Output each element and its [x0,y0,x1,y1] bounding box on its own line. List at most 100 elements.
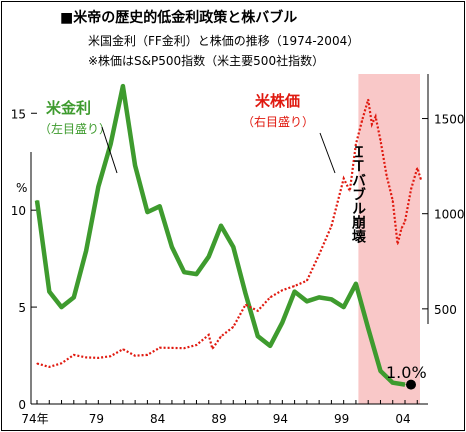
stock-point [60,362,63,364]
stock-point [208,334,210,336]
stock-point [36,362,38,365]
stock-point [220,335,222,337]
x-axis-ticks: 74年 79 84 89 94 99 04 [21,400,418,426]
chart-subtitle-2: ※株価はS&P500指数（米主要500社指数） [88,53,324,68]
stock-point [134,355,136,357]
rate-point [48,291,50,293]
x-tick-label: 89 [211,412,226,426]
rate-point [171,246,173,248]
stock-point [146,354,148,356]
stock-point [379,139,382,141]
left-tick-label: 0 [18,398,26,412]
rate-point [281,322,283,324]
rate-point [122,85,124,87]
band-label: ＩＴバブル崩壊 [350,145,366,244]
stock-point [392,199,394,201]
rate-point [73,296,75,298]
rate-point [36,199,38,202]
right-tick-label: 1000 [434,208,464,222]
chart-subtitle-1: 米国金利（FF金利）と株価の推移（1974-2004） [88,33,359,48]
x-tick-label: 79 [89,412,104,426]
rate-point [392,382,394,384]
rate-point [367,327,369,329]
stock-point [257,310,259,312]
rate-point [183,271,185,273]
end-value-label: 1.0% [386,363,427,382]
stock-point [343,177,345,180]
stock-point [318,254,320,256]
rate-point [257,335,259,337]
stock-point [330,225,332,227]
stock-point [375,116,377,118]
stock-point [269,296,271,298]
rate-point [330,298,332,300]
rate-point [379,370,382,372]
stock-point [400,228,402,230]
rate-point [195,273,198,275]
rate-point [220,225,222,227]
stock-point [183,347,185,349]
stock-point [371,123,373,125]
shaded-region [358,74,420,404]
rate-label-leader [101,126,118,174]
rate-point [404,384,406,386]
rate-point [232,246,234,248]
stock-point [195,344,198,346]
stock-point [73,354,75,356]
series-layer [34,83,422,390]
right-tick-label: 1500 [434,113,464,127]
stock-point [306,280,308,282]
stock-label-leader [319,132,336,174]
stock-series-sublabel: （右目盛り） [242,114,314,129]
stock-point [85,356,87,358]
rate-point [343,306,345,308]
stock-point [110,355,112,357]
rate-point [110,143,112,145]
rate-point [60,306,63,308]
x-tick-label: 99 [334,412,349,426]
rate-point [134,165,136,167]
left-tick-label: 5 [18,301,26,315]
stock-point [294,285,296,287]
x-tick-label: 04 [395,412,410,426]
stock-point [122,348,124,350]
x-tick-label: 94 [273,412,288,426]
right-tick-label: 500 [434,303,457,317]
chart-title: ■米帝の歴史的低金利政策と株バブル [60,9,297,26]
stock-point [410,188,412,190]
stock-series-label: 米株価 [255,92,300,110]
stock-point [386,175,388,177]
left-tick-label: 15 [11,107,26,121]
stock-point [404,220,406,222]
rate-point [146,211,148,213]
rate-point [294,291,296,293]
stock-point [367,98,369,101]
stock-point [48,366,50,368]
rate-point [85,250,87,252]
stock-point [97,357,99,359]
stock-point [159,347,161,349]
stock-point [244,304,247,306]
stock-point [397,243,399,245]
rate-series-label: 米金利 [46,99,91,117]
rate-point [306,300,308,302]
left-axis-unit: % [16,181,27,195]
stock-point [349,190,351,192]
left-tick-label: 10 [11,204,26,218]
stock-series-line [36,99,422,369]
rate-point [269,345,271,347]
stock-point [232,326,234,328]
x-tick-label: 84 [150,412,165,426]
stock-point [420,178,422,180]
left-axis-ticks: 0 5 10 15 [11,107,37,412]
stock-point [416,167,418,169]
rate-point [208,256,210,258]
stock-point [355,143,357,145]
rate-point [355,283,357,285]
rate-point [318,296,320,298]
x-tick-label: 74年 [21,412,48,426]
rate-series-sublabel: （左目盛り） [39,121,111,136]
rate-point [244,292,247,295]
